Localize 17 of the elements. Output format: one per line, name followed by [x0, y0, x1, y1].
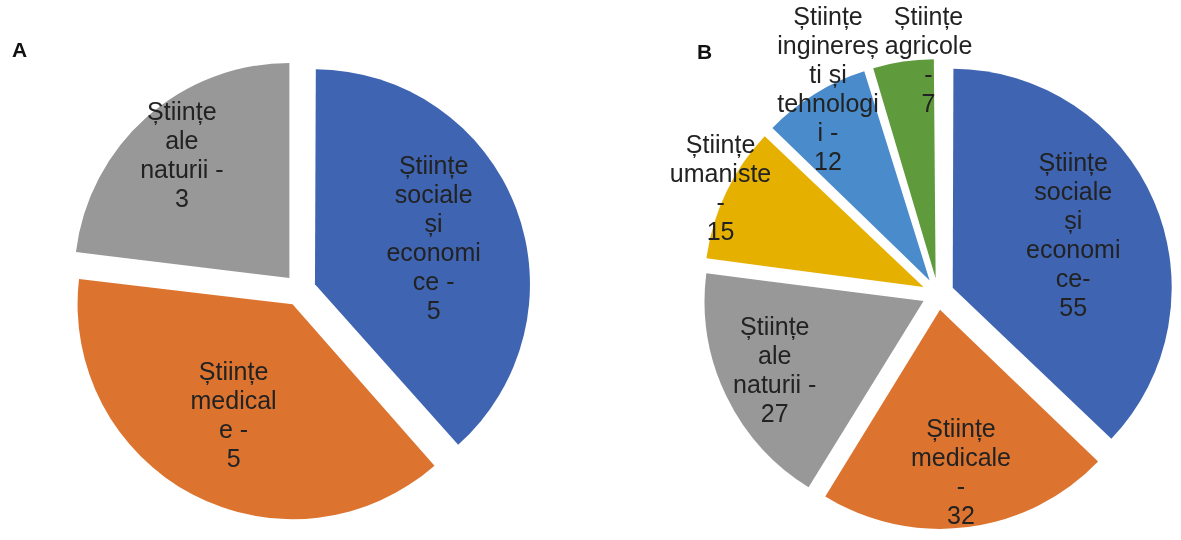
chart-title: A	[12, 37, 28, 61]
data-label: 7	[921, 89, 936, 118]
data-label: 12	[814, 147, 842, 176]
data-label: 55	[1059, 292, 1088, 321]
slice-label: Științe sociale și economice -	[386, 150, 481, 295]
slice-label: Științe ale naturii -	[733, 312, 817, 399]
data-label: 5	[426, 295, 441, 324]
data-label: 5	[226, 443, 241, 472]
text: B	[697, 39, 713, 63]
slice-label: Științe agricole -	[884, 2, 973, 89]
slice-label: Științe ale naturii -	[140, 97, 224, 184]
data-label: 32	[947, 500, 975, 529]
slice-label: Științe medicale -	[190, 356, 277, 443]
data-label: 27	[760, 399, 789, 428]
slice-label: Științe medicale -	[910, 413, 1012, 500]
data-label: 3	[174, 184, 189, 213]
slice-label: Științe sociale și economice-	[1025, 147, 1121, 292]
